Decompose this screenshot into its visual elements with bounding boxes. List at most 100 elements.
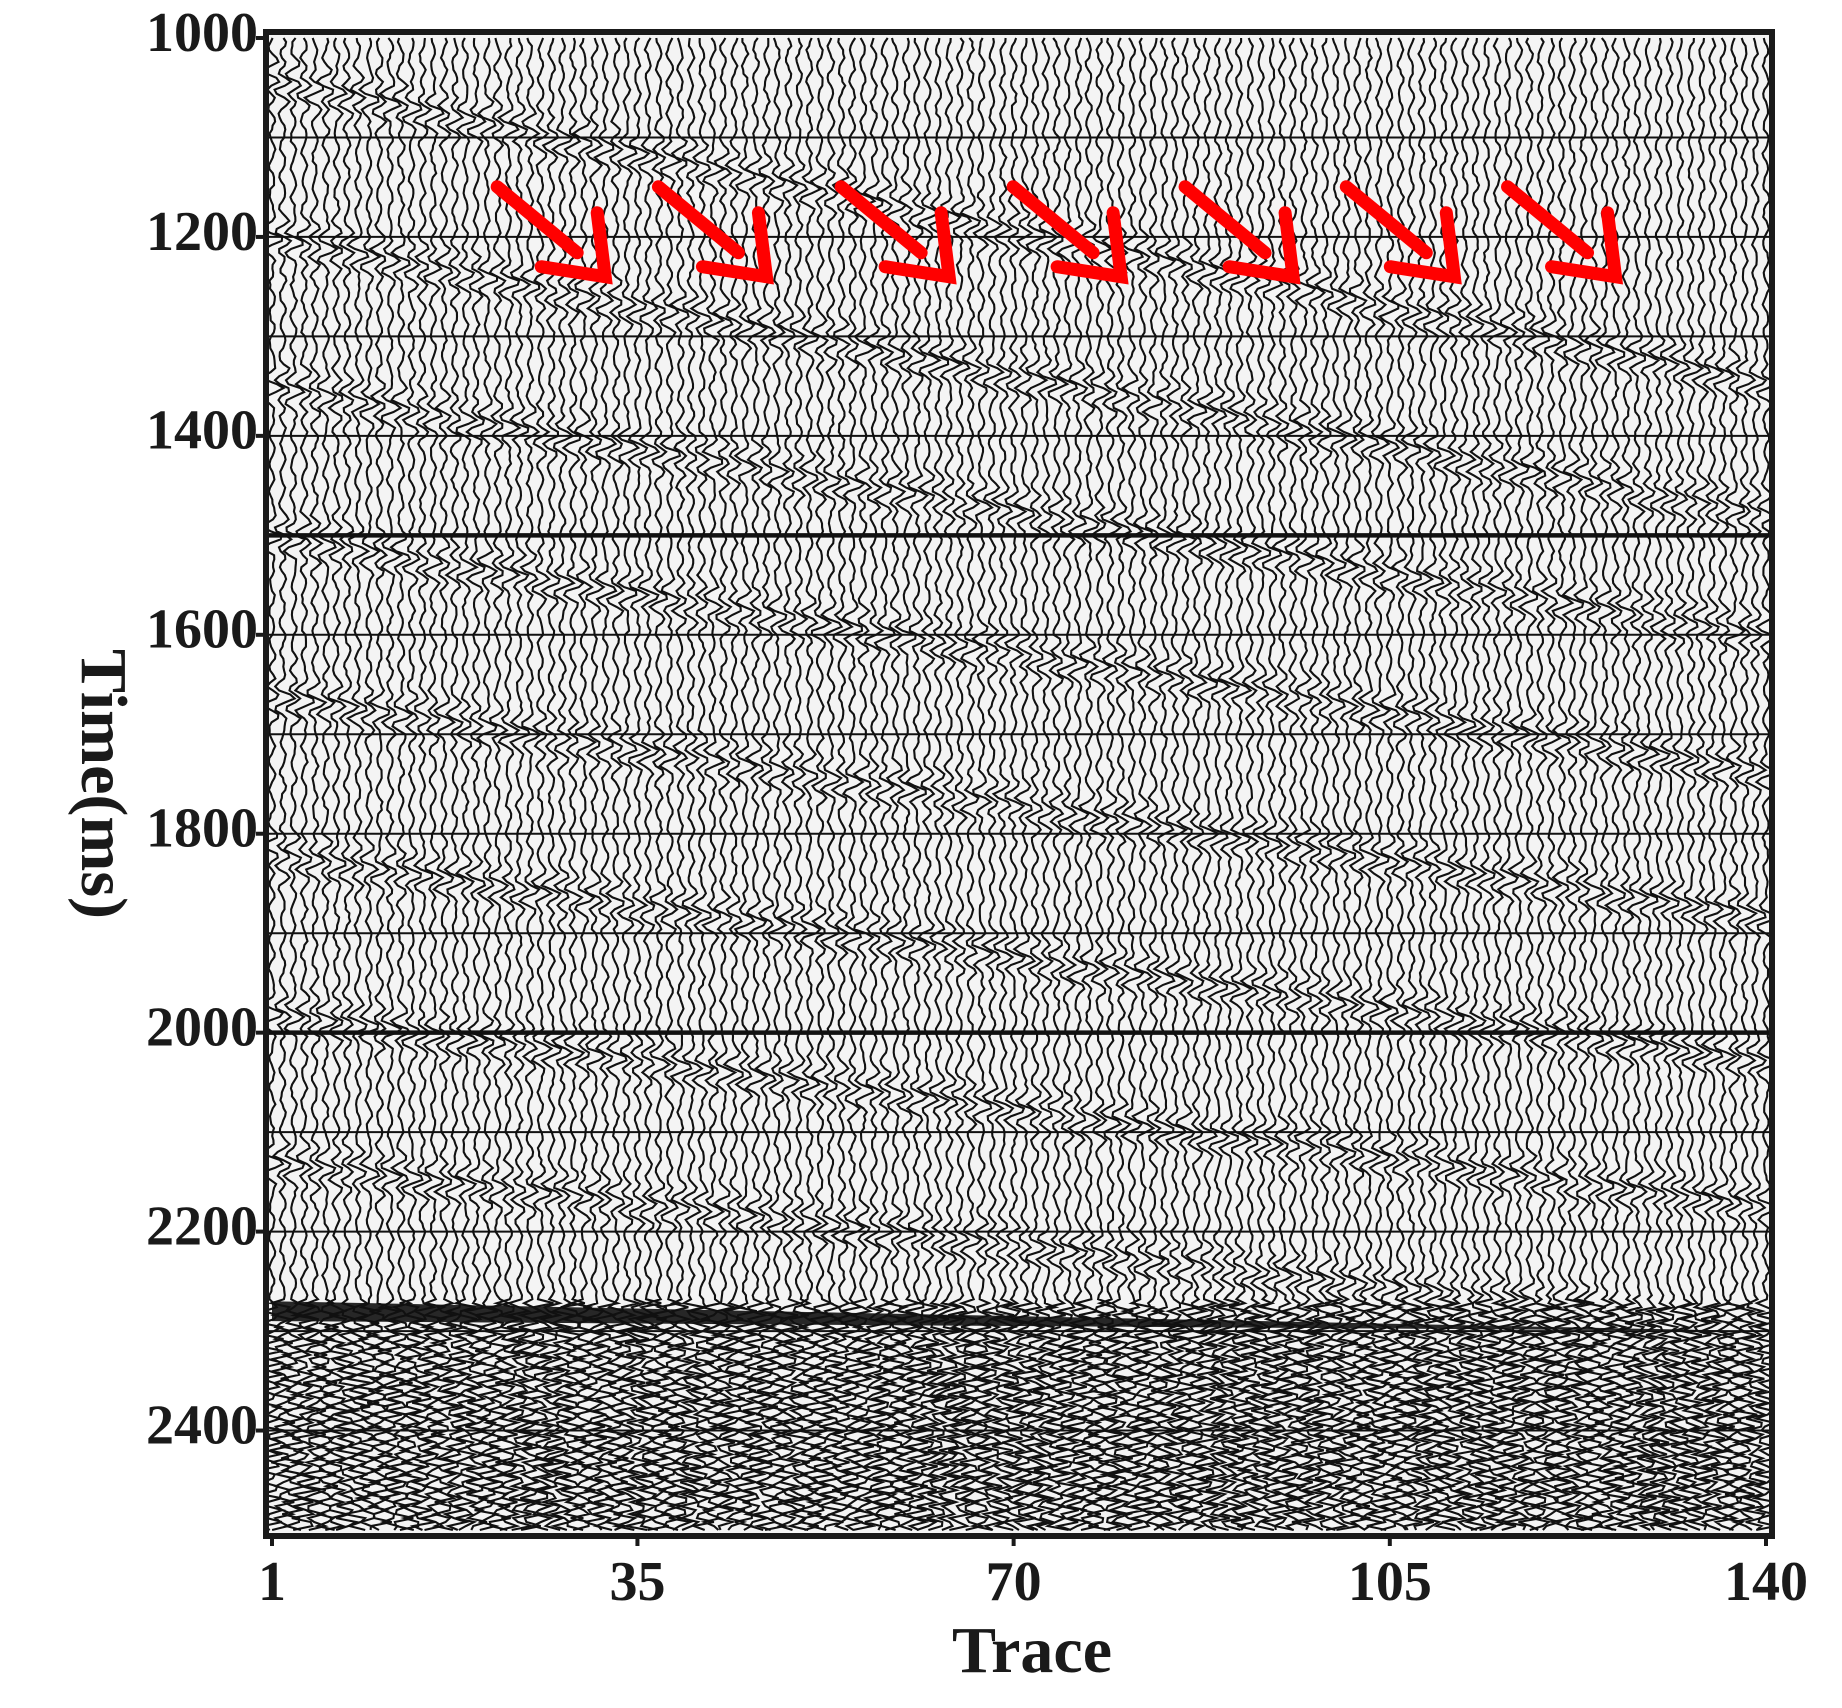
seismic-trace	[1073, 37, 1104, 1532]
seismic-trace	[1117, 37, 1148, 1531]
trace-wiggle	[1740, 37, 1772, 1531]
arrow-head	[1222, 206, 1301, 285]
trace-wiggle	[397, 37, 426, 1532]
seismic-trace	[578, 37, 608, 1531]
seismic-trace	[267, 37, 297, 1532]
trace-wiggle	[1287, 37, 1317, 1531]
trace-wiggle	[1278, 37, 1309, 1531]
trace-wiggle	[1655, 37, 1685, 1531]
seismic-trace	[439, 37, 471, 1531]
trace-wiggle	[311, 37, 342, 1532]
trace-wiggle	[1611, 37, 1642, 1532]
seismic-trace	[1268, 37, 1298, 1532]
seismic-trace	[546, 37, 578, 1532]
trace-wiggle	[280, 37, 307, 1532]
seismic-trace	[1094, 37, 1126, 1532]
trace-wiggle	[848, 37, 877, 1532]
seismic-trace	[643, 37, 673, 1532]
seismic-trace	[1472, 37, 1501, 1532]
trace-wiggle	[687, 37, 718, 1531]
trace-wiggle	[1428, 37, 1459, 1532]
trace-wiggle	[1180, 37, 1211, 1531]
seismic-trace	[1257, 37, 1288, 1531]
seismic-trace	[1160, 37, 1192, 1531]
seismic-trace	[848, 37, 877, 1532]
trace-wiggle	[763, 37, 794, 1532]
seismic-trace	[1677, 37, 1706, 1531]
trace-wiggle	[1503, 37, 1533, 1531]
seismic-trace	[1298, 37, 1329, 1531]
seismic-trace	[386, 37, 415, 1532]
y-axis-label: Time(ms)	[67, 649, 140, 919]
trace-wiggle	[386, 37, 415, 1532]
seismic-trace	[891, 37, 923, 1531]
seismic-trace	[1591, 37, 1619, 1532]
seismic-traces	[266, 37, 1772, 1532]
seismic-trace	[1462, 37, 1492, 1532]
arrow-head	[534, 206, 613, 285]
seismic-trace	[1041, 37, 1071, 1532]
arrow-head	[695, 206, 774, 285]
seismic-trace	[1451, 37, 1479, 1531]
seismic-trace	[311, 37, 342, 1532]
y-tick-label: 2400	[146, 1394, 258, 1456]
trace-wiggle	[858, 37, 890, 1531]
seismic-trace	[785, 37, 814, 1532]
seismic-trace	[1311, 37, 1343, 1532]
seismic-trace	[1344, 37, 1373, 1531]
seismic-trace	[826, 37, 856, 1531]
trace-wiggle	[450, 37, 481, 1531]
trace-wiggle	[266, 37, 287, 1531]
arrow-shaft	[1501, 180, 1595, 260]
seismic-trace	[1148, 37, 1179, 1531]
trace-wiggle	[1491, 37, 1523, 1532]
y-tick-label: 1800	[146, 798, 258, 860]
seismic-trace	[1139, 37, 1168, 1531]
seismic-trace	[591, 37, 622, 1532]
trace-wiggle	[751, 37, 780, 1532]
trace-wiggle	[1719, 37, 1748, 1531]
trace-wiggle	[1226, 38, 1254, 1531]
annotation-arrow	[1006, 180, 1129, 285]
seismic-trace	[633, 37, 662, 1532]
seismic-trace	[622, 37, 652, 1532]
annotation-arrow	[1339, 180, 1462, 285]
trace-wiggle	[1117, 37, 1148, 1531]
seismic-trace	[1084, 37, 1115, 1532]
seismic-trace	[525, 37, 556, 1532]
seismic-trace	[1568, 37, 1599, 1532]
x-tick-label: 1	[258, 1551, 286, 1613]
seismic-trace	[1525, 37, 1557, 1532]
trace-wiggle	[482, 37, 514, 1532]
trace-wiggle	[343, 37, 372, 1532]
trace-wiggle	[1556, 37, 1587, 1532]
seismic-trace	[1180, 37, 1211, 1531]
seismic-trace	[1171, 37, 1201, 1531]
trace-wiggle	[1020, 37, 1051, 1531]
plot-frame	[263, 29, 1775, 1539]
trace-wiggle	[839, 37, 868, 1531]
trace-wiggle	[891, 37, 923, 1531]
trace-wiggle	[1751, 37, 1772, 1532]
trace-wiggle	[525, 37, 556, 1532]
trace-wiggle	[1687, 37, 1716, 1531]
trace-wiggle	[1194, 37, 1223, 1531]
trace-wiggle	[1148, 37, 1179, 1531]
arrow-head	[1545, 206, 1624, 285]
seismic-trace	[1655, 37, 1685, 1531]
seismic-trace	[763, 37, 794, 1532]
trace-wiggle	[622, 37, 652, 1532]
seismic-trace	[558, 37, 587, 1532]
trace-wiggle	[977, 37, 1006, 1531]
trace-wiggle	[826, 37, 856, 1531]
trace-wiggle	[1667, 37, 1695, 1532]
trace-wiggle	[289, 37, 320, 1532]
seismic-trace	[718, 37, 750, 1531]
trace-wiggle	[740, 37, 770, 1532]
trace-wiggle	[1127, 37, 1157, 1532]
seismic-trace	[1503, 37, 1533, 1531]
seismic-trace	[462, 37, 491, 1531]
trace-wiggle	[1397, 37, 1426, 1531]
trace-wiggle	[708, 37, 739, 1531]
